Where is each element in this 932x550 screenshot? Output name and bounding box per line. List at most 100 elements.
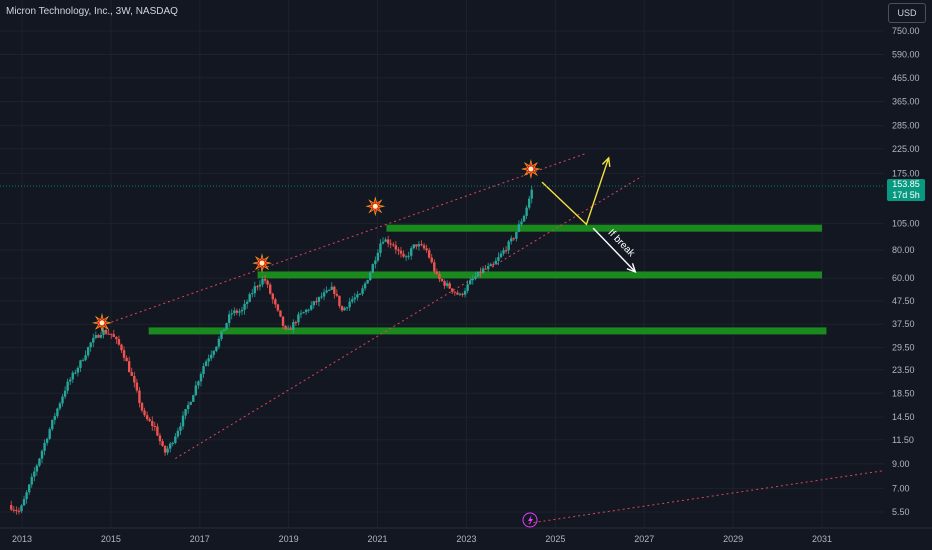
projection-arrow (541, 156, 611, 226)
candle (417, 241, 421, 251)
candle (163, 445, 167, 456)
candle (102, 327, 105, 339)
candle (335, 289, 339, 298)
candle (530, 185, 533, 204)
candle (484, 264, 487, 270)
candle (276, 303, 280, 312)
candle (353, 292, 357, 304)
support-zone (257, 271, 822, 279)
candle (53, 412, 57, 425)
candle (443, 279, 446, 289)
support-zone (386, 224, 822, 232)
candle (325, 286, 328, 294)
candle (115, 336, 118, 344)
price-tick-label: 60.00 (892, 273, 915, 283)
candle (25, 489, 28, 504)
candle (492, 261, 495, 268)
candle (369, 271, 372, 282)
price-tick-label: 29.50 (892, 343, 915, 353)
candle (433, 259, 436, 275)
candle (33, 467, 36, 482)
candle (79, 359, 82, 372)
candle (148, 417, 151, 423)
candle (389, 239, 392, 249)
candle (284, 325, 287, 331)
candle (45, 437, 49, 446)
candle (251, 288, 254, 298)
candle (27, 483, 31, 495)
candle (169, 441, 172, 453)
candle (269, 282, 272, 295)
candle (366, 279, 369, 284)
candle (356, 290, 359, 301)
time-axis: 2013 2015 2017 2019 2021 2023 2025 2027 2029 2031 (0, 512, 932, 544)
candle (238, 308, 241, 317)
candle (86, 346, 90, 358)
candle (15, 506, 18, 515)
currency-button[interactable]: USD (888, 3, 926, 23)
candle (504, 246, 508, 254)
price-tick-label: 18.50 (892, 388, 915, 398)
bar-countdown: 17d 5h (892, 190, 920, 200)
candle (345, 306, 349, 311)
candle (399, 246, 403, 258)
candle (320, 292, 323, 300)
candle (279, 310, 282, 318)
candle (486, 262, 490, 272)
candle (48, 427, 51, 440)
time-tick-label: 2027 (634, 534, 654, 544)
candle (445, 280, 449, 288)
price-tick-label: 9.00 (892, 459, 910, 469)
candle (476, 271, 480, 278)
candle (30, 473, 33, 488)
candle (394, 241, 398, 254)
candle (471, 275, 474, 285)
burst-icon (252, 253, 272, 274)
candle (66, 378, 69, 394)
trendline (101, 152, 587, 326)
candle (322, 288, 326, 301)
price-tick-label: 105.00 (892, 218, 920, 228)
time-tick-label: 2021 (368, 534, 388, 544)
candle (199, 371, 203, 387)
candle (40, 449, 44, 464)
candle (292, 319, 295, 334)
price-tick-label: 225.00 (892, 144, 920, 154)
candle (294, 320, 298, 327)
candle (158, 432, 162, 446)
price-tick-label: 23.50 (892, 365, 915, 375)
candle (351, 295, 354, 304)
candle (166, 445, 169, 456)
candle (281, 316, 285, 330)
time-tick-label: 2023 (456, 534, 476, 544)
candle (76, 366, 80, 377)
candle (122, 346, 126, 362)
projection-arrows: If break (541, 156, 637, 274)
candle (466, 280, 469, 294)
candle (127, 356, 131, 373)
time-tick-label: 2029 (723, 534, 743, 544)
candle (415, 244, 418, 250)
candle (174, 433, 177, 445)
candle (225, 322, 228, 331)
candle (410, 245, 413, 260)
candle (74, 369, 77, 375)
candle (381, 237, 385, 245)
candle (243, 299, 246, 315)
time-tick-label: 2019 (279, 534, 299, 544)
candle (425, 244, 428, 253)
candle (71, 370, 74, 383)
candle (522, 214, 526, 222)
candle (461, 292, 464, 297)
candle (258, 280, 262, 291)
candle (17, 507, 21, 515)
candle (130, 367, 133, 377)
candle (194, 380, 198, 397)
candle (307, 308, 310, 313)
candle (189, 401, 192, 406)
candle (35, 463, 39, 476)
candle (358, 292, 362, 295)
candle (494, 257, 498, 265)
